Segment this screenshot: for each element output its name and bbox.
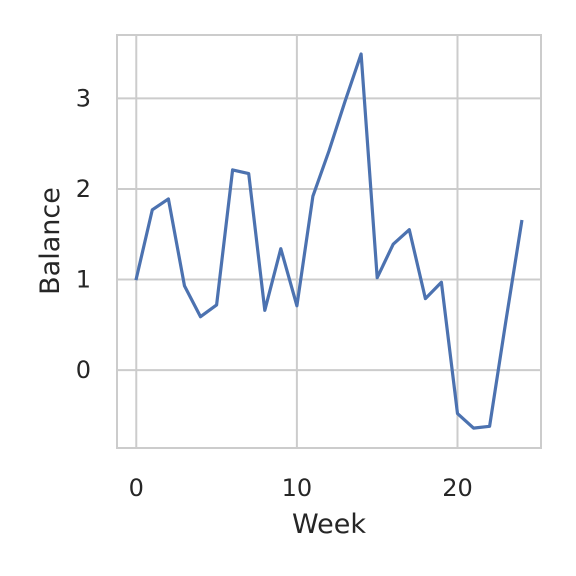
plot-frame: [116, 34, 542, 449]
x-tick-label: 10: [282, 474, 313, 502]
y-tick-label: 0: [76, 356, 91, 384]
x-tick-labels: 0 10 20: [129, 474, 473, 502]
grid-lines: [117, 35, 541, 448]
y-tick-labels: 0 1 2 3: [76, 84, 91, 384]
y-tick-label: 2: [76, 175, 91, 203]
series-line: [134, 52, 524, 430]
series-layer: [134, 52, 524, 430]
y-axis-label: Balance: [35, 187, 66, 295]
x-tick-label: 0: [129, 474, 144, 502]
plot-background: [117, 35, 541, 448]
y-tick-label: 1: [76, 266, 91, 294]
x-tick-label: 20: [442, 474, 473, 502]
y-tick-label: 3: [76, 84, 91, 112]
x-axis-label: Week: [292, 509, 366, 540]
